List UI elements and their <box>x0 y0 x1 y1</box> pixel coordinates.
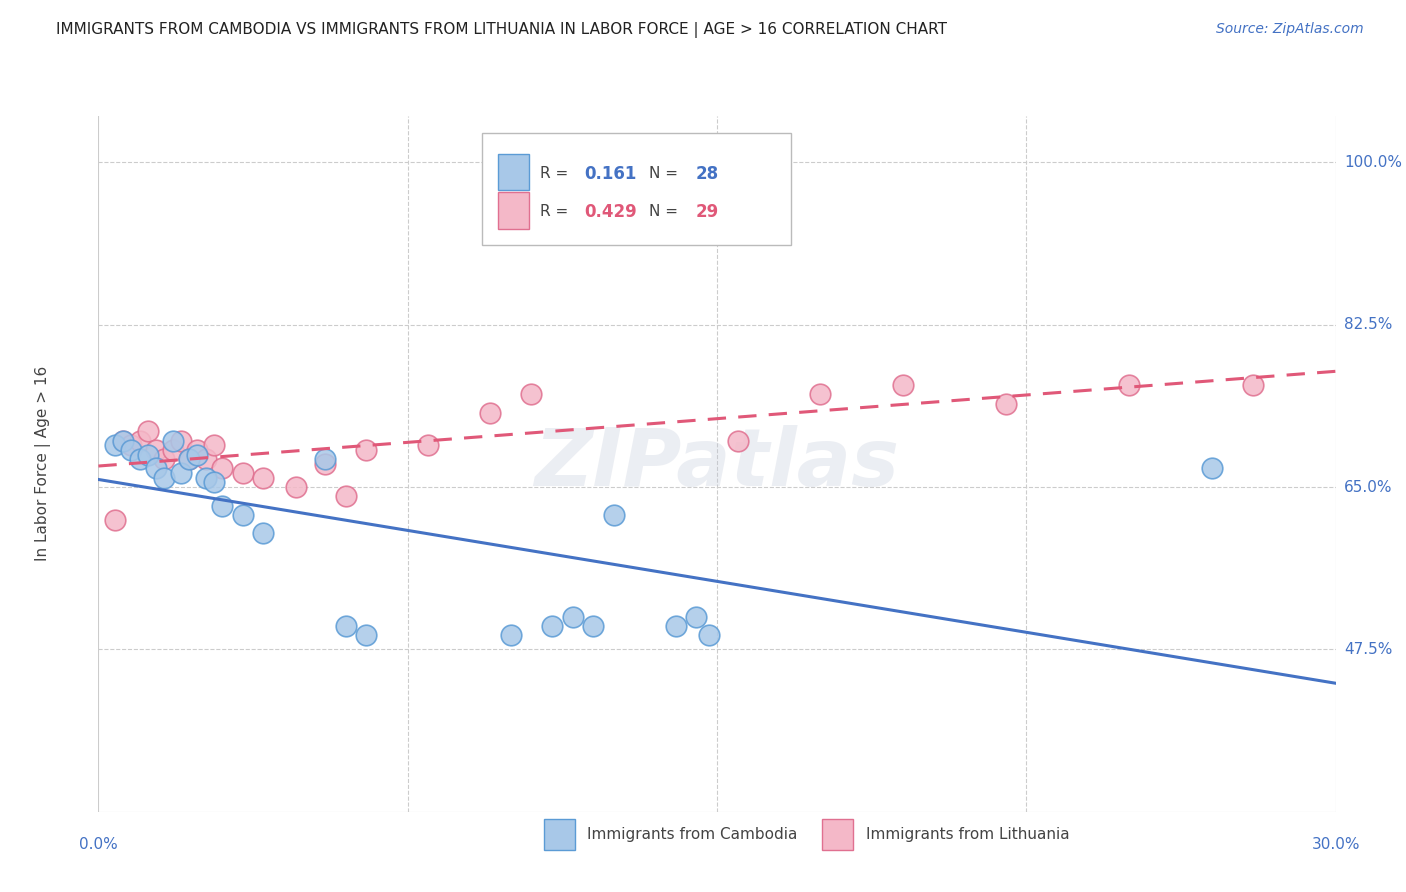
Point <box>153 471 176 485</box>
Point <box>136 425 159 439</box>
Point <box>104 512 127 526</box>
Point <box>211 461 233 475</box>
Text: IMMIGRANTS FROM CAMBODIA VS IMMIGRANTS FROM LITHUANIA IN LABOR FORCE | AGE > 16 : IMMIGRANTS FROM CAMBODIA VS IMMIGRANTS F… <box>56 22 948 38</box>
Point <box>1201 461 1223 475</box>
Text: ZIPatlas: ZIPatlas <box>534 425 900 503</box>
Text: 0.0%: 0.0% <box>79 837 118 852</box>
Point <box>808 387 831 401</box>
Point <box>314 452 336 467</box>
Point <box>162 434 184 448</box>
Point <box>145 461 167 475</box>
Point <box>356 628 378 642</box>
Point <box>179 452 201 467</box>
Point <box>285 480 308 494</box>
Point <box>194 452 217 467</box>
Text: 82.5%: 82.5% <box>1344 318 1392 332</box>
Bar <box>498 193 529 228</box>
Text: 47.5%: 47.5% <box>1344 642 1392 657</box>
Point <box>202 438 225 452</box>
Point <box>179 452 201 467</box>
Text: 30.0%: 30.0% <box>1312 837 1360 852</box>
Text: Immigrants from Lithuania: Immigrants from Lithuania <box>866 827 1069 842</box>
Point <box>128 452 150 467</box>
Text: In Labor Force | Age > 16: In Labor Force | Age > 16 <box>35 367 51 561</box>
Point <box>314 457 336 471</box>
Bar <box>823 819 853 850</box>
Point <box>162 442 184 457</box>
Text: 65.0%: 65.0% <box>1344 480 1392 494</box>
Point <box>335 489 357 503</box>
Point <box>232 508 254 522</box>
Point <box>232 466 254 480</box>
Point <box>561 610 583 624</box>
Point <box>1118 378 1140 392</box>
Point <box>252 471 274 485</box>
Point <box>418 438 440 452</box>
Point <box>194 471 217 485</box>
Point <box>153 452 176 467</box>
Point <box>186 442 208 457</box>
Point <box>136 448 159 462</box>
Point <box>697 628 720 642</box>
Point <box>727 434 749 448</box>
Point <box>120 442 142 457</box>
Text: R =: R = <box>540 166 574 181</box>
Point <box>112 434 135 448</box>
Text: N =: N = <box>650 166 683 181</box>
Point <box>211 499 233 513</box>
Text: 29: 29 <box>696 203 720 221</box>
Point <box>603 508 626 522</box>
FancyBboxPatch shape <box>482 134 792 244</box>
Point <box>202 475 225 490</box>
Point <box>170 434 193 448</box>
Text: 100.0%: 100.0% <box>1344 155 1402 169</box>
Point <box>335 619 357 633</box>
Point <box>104 438 127 452</box>
Point <box>145 442 167 457</box>
Point <box>582 619 605 633</box>
Point <box>120 438 142 452</box>
Text: N =: N = <box>650 204 683 219</box>
Bar <box>498 154 529 190</box>
Point <box>186 448 208 462</box>
Point <box>356 442 378 457</box>
Point <box>112 434 135 448</box>
Point <box>499 628 522 642</box>
Point <box>252 526 274 541</box>
Point <box>170 466 193 480</box>
Text: 0.161: 0.161 <box>585 165 637 183</box>
Point <box>128 434 150 448</box>
Text: Immigrants from Cambodia: Immigrants from Cambodia <box>588 827 797 842</box>
Text: R =: R = <box>540 204 574 219</box>
Point <box>479 406 502 420</box>
Text: 0.429: 0.429 <box>585 203 637 221</box>
Point <box>891 378 914 392</box>
Text: Source: ZipAtlas.com: Source: ZipAtlas.com <box>1216 22 1364 37</box>
Text: 28: 28 <box>696 165 718 183</box>
Point <box>541 619 564 633</box>
Point <box>1241 378 1264 392</box>
Point <box>685 610 707 624</box>
Point <box>994 396 1017 410</box>
Point <box>665 619 688 633</box>
Point <box>520 387 543 401</box>
Bar <box>544 819 575 850</box>
